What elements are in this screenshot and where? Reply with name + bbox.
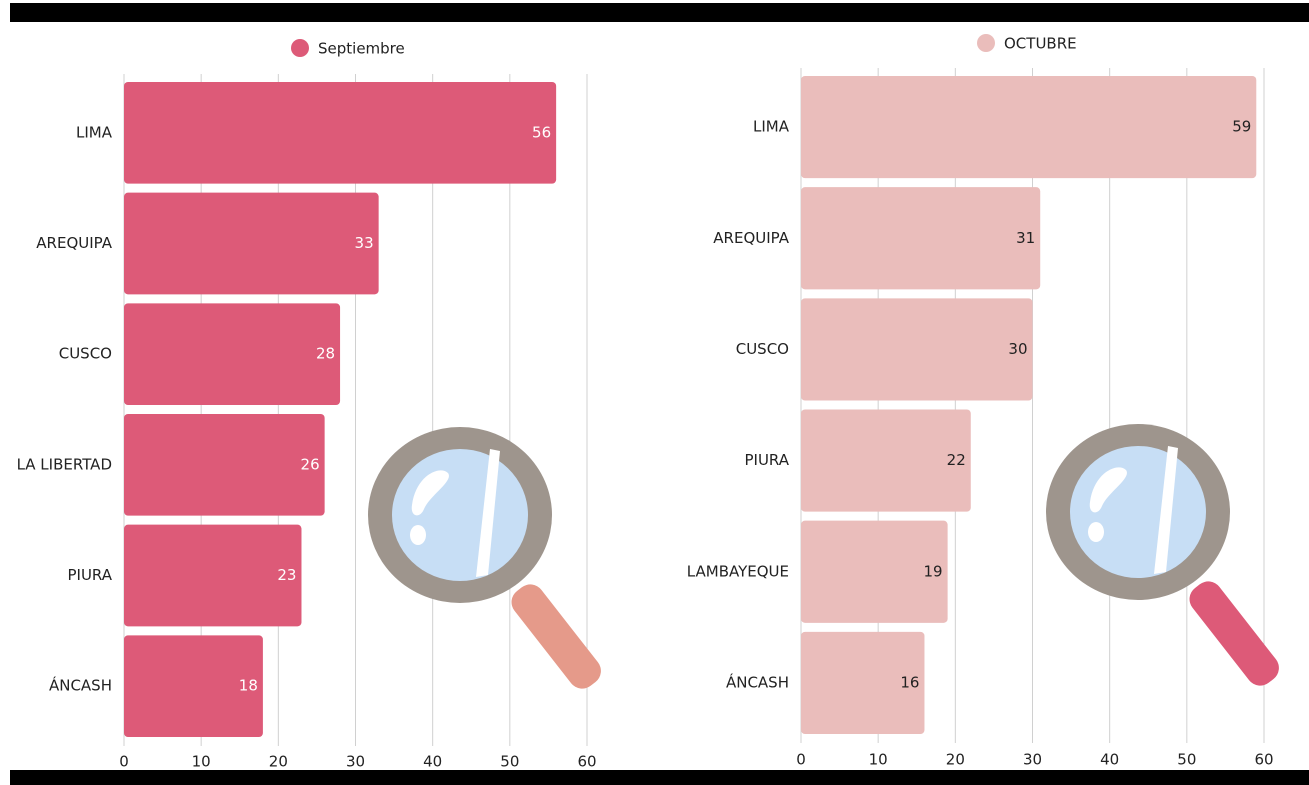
x-tick-label: 30 bbox=[346, 753, 365, 771]
bar bbox=[124, 82, 557, 184]
category-label: PIURA bbox=[744, 451, 789, 469]
value-label: 16 bbox=[900, 673, 919, 691]
category-label: LAMBAYEQUE bbox=[687, 562, 789, 580]
category-label: LA LIBERTAD bbox=[17, 455, 112, 473]
bar bbox=[801, 409, 971, 512]
charts: 0 10 20 30 40 50 60 Septiembre 56 LIMA 33 AREQUIPA 2… bbox=[17, 34, 1274, 771]
x-tick-label: 10 bbox=[869, 751, 888, 769]
value-label: 19 bbox=[924, 562, 943, 580]
x-tick-label: 50 bbox=[500, 753, 519, 771]
magnifier-right bbox=[1046, 424, 1279, 686]
x-tick-label: 10 bbox=[192, 753, 211, 771]
value-label: 26 bbox=[301, 455, 320, 473]
legend-swatch bbox=[977, 34, 995, 52]
x-tick-label: 0 bbox=[796, 751, 806, 769]
x-tick-label: 0 bbox=[119, 753, 129, 771]
x-tick-label: 30 bbox=[1023, 751, 1042, 769]
category-label: ÁNCASH bbox=[726, 672, 789, 691]
category-label: PIURA bbox=[67, 566, 112, 584]
legend-label: Septiembre bbox=[318, 40, 405, 58]
top-band bbox=[10, 3, 1309, 22]
x-tick-label: 20 bbox=[269, 753, 288, 771]
x-tick-label: 60 bbox=[1254, 751, 1273, 769]
category-label: LIMA bbox=[753, 118, 790, 136]
bottom-band bbox=[10, 770, 1309, 785]
category-label: AREQUIPA bbox=[36, 234, 112, 252]
bar bbox=[124, 192, 379, 295]
value-label: 30 bbox=[1008, 340, 1027, 358]
bar bbox=[124, 635, 263, 737]
category-label: ÁNCASH bbox=[49, 676, 112, 695]
legend-swatch bbox=[291, 39, 309, 57]
bar bbox=[124, 414, 325, 516]
category-label: AREQUIPA bbox=[713, 229, 789, 247]
x-tick-label: 40 bbox=[423, 753, 442, 771]
value-label: 23 bbox=[277, 566, 296, 584]
category-label: LIMA bbox=[76, 123, 113, 141]
value-label: 22 bbox=[947, 451, 966, 469]
legend-label: OCTUBRE bbox=[1004, 35, 1077, 53]
magnifier-left bbox=[368, 427, 601, 689]
value-label: 59 bbox=[1232, 118, 1251, 136]
bar bbox=[801, 520, 948, 623]
bar bbox=[801, 631, 925, 734]
category-label: CUSCO bbox=[736, 340, 789, 358]
value-label: 56 bbox=[532, 123, 551, 141]
x-tick-label: 50 bbox=[1177, 751, 1196, 769]
value-label: 28 bbox=[316, 345, 335, 363]
x-tick-label: 20 bbox=[946, 751, 965, 769]
bar bbox=[124, 524, 302, 627]
x-tick-label: 60 bbox=[577, 753, 596, 771]
value-label: 33 bbox=[355, 234, 374, 252]
bar bbox=[801, 298, 1033, 401]
bar bbox=[801, 76, 1257, 179]
value-label: 31 bbox=[1016, 229, 1035, 247]
value-label: 18 bbox=[239, 677, 258, 695]
bar bbox=[124, 303, 341, 405]
bar bbox=[801, 187, 1041, 290]
x-tick-label: 40 bbox=[1100, 751, 1119, 769]
category-label: CUSCO bbox=[59, 345, 112, 363]
